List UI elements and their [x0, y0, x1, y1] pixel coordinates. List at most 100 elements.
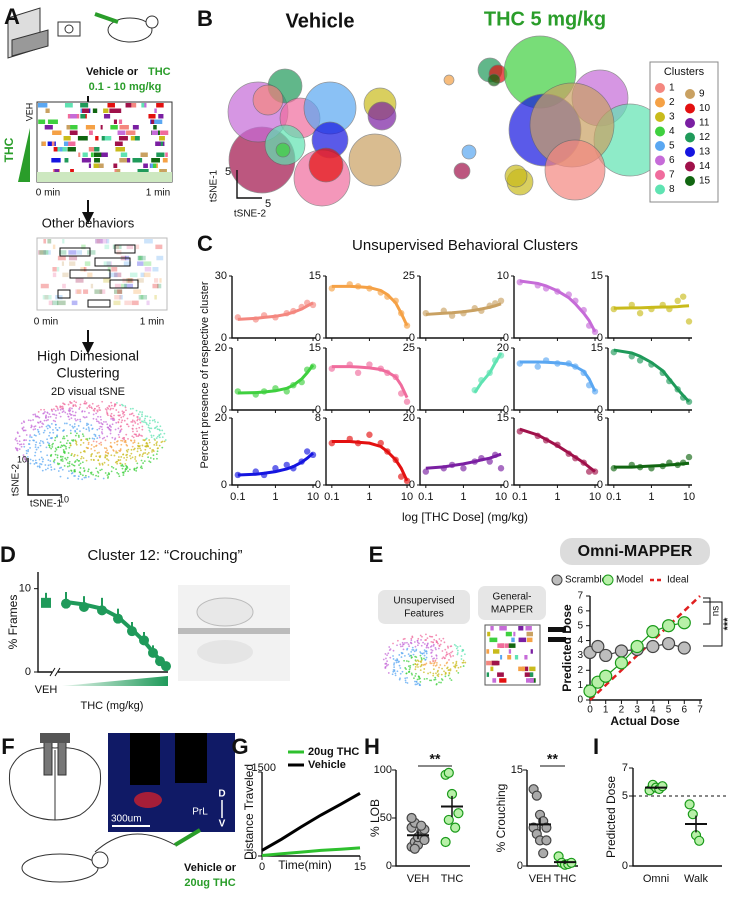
tsne-dot	[125, 454, 128, 457]
point	[599, 648, 613, 663]
tsne-dot	[34, 454, 36, 457]
tsne-dot	[114, 428, 117, 431]
tsne-dot	[423, 657, 425, 660]
raster-block	[116, 250, 122, 255]
tsne-dot	[33, 463, 36, 465]
tsne-dot	[68, 460, 71, 463]
tsne-dot	[113, 438, 116, 441]
cluster-bubble	[443, 74, 455, 86]
legend-label: 3	[669, 112, 675, 123]
tsne-dot	[117, 421, 120, 424]
tsne-dot	[65, 458, 68, 461]
tsne-dot	[403, 637, 406, 640]
axis-label: % Crouching	[494, 784, 508, 853]
tsne-dot	[82, 416, 85, 418]
tsne-dot	[106, 423, 109, 426]
legend-swatch	[602, 574, 614, 586]
y-tick-label: 1	[577, 680, 583, 691]
tsne-dot	[129, 454, 131, 457]
point	[403, 398, 411, 405]
raster-block	[40, 283, 49, 289]
cluster-bubble	[461, 144, 477, 160]
behavior-box	[87, 299, 111, 308]
tsne-dot	[47, 464, 50, 467]
tsne-dot	[109, 428, 112, 431]
tsne-dot	[159, 433, 162, 435]
tsne-dot	[135, 409, 138, 412]
tsne-dot	[435, 683, 438, 686]
raster-block	[68, 255, 78, 261]
tsne-dot	[25, 452, 28, 455]
tsne-dot	[91, 452, 93, 455]
tsne-dot	[69, 432, 72, 435]
tsne-dot	[100, 443, 103, 446]
tsne-dot	[76, 418, 79, 421]
label: 300um	[111, 814, 142, 825]
tsne-dot	[59, 406, 62, 409]
tsne-dot	[404, 681, 407, 684]
tsne-dot	[120, 421, 123, 424]
tsne-dot	[426, 644, 428, 647]
y-tick-label: 0	[251, 850, 257, 862]
raster-block	[107, 103, 115, 108]
x-tick-label: 10	[401, 491, 413, 503]
raster-block	[56, 267, 60, 272]
tsne-dot	[34, 413, 37, 416]
axis-label: Distance Traveled	[242, 764, 256, 860]
point	[79, 602, 89, 612]
tsne-dot	[456, 652, 459, 654]
tsne-dot	[142, 421, 145, 423]
tsne-dot	[126, 456, 128, 459]
tsne-dot	[410, 654, 412, 657]
raster-block	[114, 272, 122, 278]
raster-block	[154, 295, 157, 300]
point	[636, 310, 644, 317]
point	[416, 820, 427, 831]
tsne-dot	[121, 437, 124, 440]
tsne-dot	[445, 651, 448, 654]
legend-swatch	[655, 83, 665, 93]
legend-label: 1	[669, 83, 675, 94]
tsne-dot	[72, 426, 75, 429]
tsne-dot	[81, 478, 84, 481]
tsne-dot	[70, 417, 73, 420]
tsne-dot	[454, 665, 457, 668]
tsne-dot	[42, 458, 44, 461]
tsne-dot	[25, 449, 28, 452]
tsne-dot	[421, 635, 423, 638]
tsne-dot	[68, 408, 71, 410]
tsne-dot	[59, 441, 62, 444]
label: Cluster 12: “Crouching”	[87, 547, 242, 564]
tsne-dot	[427, 642, 429, 645]
tsne-dot	[148, 439, 151, 441]
point	[139, 635, 149, 646]
tsne-dot	[52, 413, 54, 416]
y-tick-label: 0	[221, 479, 227, 491]
tsne-dot	[123, 411, 125, 414]
tsne-dot	[393, 670, 396, 673]
raster-block	[54, 169, 60, 174]
legend-swatch	[655, 155, 665, 166]
tsne-dot	[444, 657, 446, 659]
tsne-dot	[132, 414, 135, 417]
tsne-dot	[98, 436, 101, 439]
tsne-dot	[86, 422, 88, 425]
tsne-dot	[90, 444, 93, 446]
tsne-dot	[52, 431, 55, 434]
tsne-dot	[27, 419, 30, 422]
tsne-dot	[412, 653, 415, 656]
tsne-dot	[109, 432, 112, 435]
tsne-dot	[386, 654, 388, 657]
tsne-dot	[85, 424, 88, 427]
tsne-dot	[124, 405, 127, 407]
tsne-dot	[393, 663, 395, 666]
tsne-dot	[419, 669, 422, 672]
raster-block	[126, 130, 136, 135]
raster-block	[116, 169, 121, 174]
raster-block	[113, 289, 123, 294]
tsne-dot	[64, 411, 67, 414]
raster-block	[103, 261, 111, 266]
tsne-dot	[95, 418, 98, 421]
tsne-dot	[68, 465, 71, 467]
tsne-dot	[79, 473, 82, 476]
